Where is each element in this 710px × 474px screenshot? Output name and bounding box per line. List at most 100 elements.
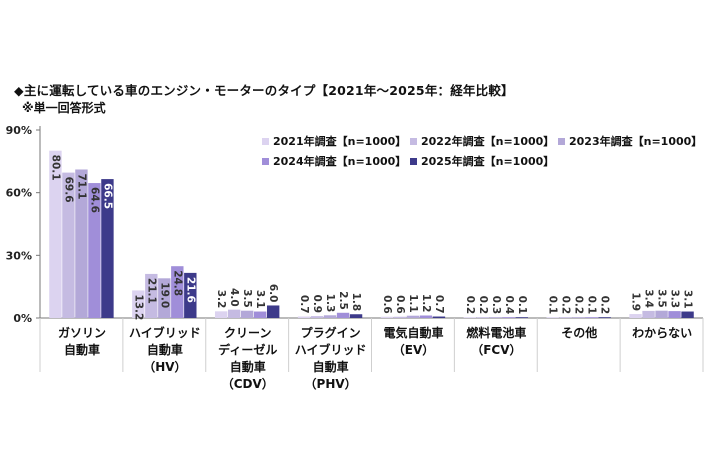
data-label: 2.5 <box>337 291 349 310</box>
bar <box>101 179 114 318</box>
data-label: 3.3 <box>669 289 681 308</box>
legend-item-2021: 2021年調査【n=1000】 <box>262 133 406 149</box>
bar <box>432 316 446 318</box>
category-label-line: ディーゼル <box>218 343 278 357</box>
data-label: 0.7 <box>298 295 310 314</box>
bar <box>598 317 611 318</box>
legend-label-2024: 2024年調査【n=1000】 <box>273 155 407 168</box>
data-label: 1.1 <box>407 294 419 313</box>
category-label-line: （EV） <box>392 343 435 357</box>
category-label-line: 電気自動車 <box>383 326 444 340</box>
category-label: 電気自動車 （EV） <box>372 325 456 359</box>
data-label: 4.0 <box>228 288 240 307</box>
bar <box>489 317 503 318</box>
category-label-line: ガソリン <box>57 326 106 340</box>
category-label-line: （HV） <box>143 360 187 374</box>
category-label-line: わからない <box>632 326 693 340</box>
bar <box>349 314 363 318</box>
category-label: クリーン ディーゼル 自動車 （CDV） <box>206 325 290 393</box>
data-label: 0.9 <box>311 295 323 314</box>
data-label: 3.5 <box>656 289 668 308</box>
y-tick-label: 0% <box>13 312 32 325</box>
data-label: 71.1 <box>75 173 87 199</box>
data-label: 3.1 <box>254 290 266 309</box>
data-label: 66.5 <box>101 183 113 209</box>
category-label-line: 自動車 <box>146 343 183 357</box>
category-label: ガソリン 自動車 <box>40 325 124 359</box>
data-label: 1.2 <box>420 294 432 313</box>
y-tick-label: 90% <box>6 124 32 137</box>
bar <box>323 315 337 318</box>
legend-swatch-2024 <box>262 157 269 165</box>
legend-item-2022: 2022年調査【n=1000】 <box>410 133 554 149</box>
category-label-line: その他 <box>561 326 598 340</box>
bar <box>310 316 324 318</box>
data-label: 0.2 <box>573 296 585 315</box>
bar <box>629 314 642 318</box>
data-label: 1.3 <box>324 294 336 313</box>
legend-item-2025: 2025年調査【n=1000】 <box>410 153 554 169</box>
category-label: ハイブリッド 自動車 （HV） <box>123 325 207 376</box>
bar <box>297 316 311 318</box>
legend-label-2025: 2025年調査【n=1000】 <box>421 155 555 168</box>
chart-subtitle: ※単一回答形式 <box>22 101 106 115</box>
bar <box>266 305 280 318</box>
data-label: 13.2 <box>132 294 144 320</box>
bar <box>419 315 433 318</box>
data-label: 24.8 <box>171 270 183 296</box>
bar <box>559 317 572 318</box>
bar <box>88 183 101 318</box>
legend-item-2023: 2023年調査【n=1000】 <box>558 133 702 149</box>
data-label: 3.4 <box>643 289 655 308</box>
data-label: 21.1 <box>145 278 157 304</box>
legend-item-2024: 2024年調査【n=1000】 <box>262 153 406 169</box>
bar <box>515 317 529 318</box>
bar <box>253 311 267 318</box>
chart-title: ◆主に運転している車のエンジン・モーターのタイプ【2021年～2025年：経年比… <box>14 83 514 98</box>
bar <box>227 309 241 318</box>
legend-label-2022: 2022年調査【n=1000】 <box>421 135 555 148</box>
y-tick-label: 60% <box>6 187 32 200</box>
data-label: 1.8 <box>350 293 362 312</box>
data-label: 0.1 <box>516 296 528 315</box>
category-label-line: 燃料電池車 <box>466 326 527 340</box>
category-label-line: クリーン <box>224 326 272 340</box>
legend-swatch-2021 <box>262 137 269 145</box>
bar <box>240 310 254 318</box>
data-label: 0.2 <box>464 296 476 315</box>
bar <box>406 315 420 318</box>
y-tick-label: 30% <box>6 249 32 262</box>
data-label: 80.1 <box>49 155 61 181</box>
legend-swatch-2022 <box>410 137 417 145</box>
bar <box>184 272 197 318</box>
category-label-line: 自動車 <box>229 360 266 374</box>
category-label: その他 <box>537 325 621 342</box>
data-label: 0.2 <box>560 296 572 315</box>
legend-swatch-2023 <box>558 137 565 145</box>
bar <box>62 172 75 318</box>
bar <box>214 311 228 318</box>
category-label-line: （FCV） <box>471 343 522 357</box>
data-label: 0.7 <box>433 295 445 314</box>
data-label: 0.2 <box>599 296 611 315</box>
category-label-line: プラグイン <box>300 326 361 340</box>
bar <box>546 317 559 318</box>
bar <box>476 317 490 318</box>
category-label-line: ハイブリッド <box>128 326 201 340</box>
data-label: 0.4 <box>503 296 515 315</box>
data-label: 0.3 <box>490 296 502 315</box>
legend-label-2023: 2023年調査【n=1000】 <box>569 135 703 148</box>
data-label: 1.9 <box>630 292 642 311</box>
data-label: 19.0 <box>158 282 170 308</box>
bar <box>655 310 668 318</box>
data-label: 0.2 <box>477 296 489 315</box>
data-label: 6.0 <box>267 284 279 303</box>
category-label-line: 自動車 <box>63 343 100 357</box>
legend-swatch-2025 <box>410 157 417 165</box>
bar <box>572 317 585 318</box>
data-label: 0.1 <box>547 296 559 315</box>
data-label: 3.1 <box>682 290 694 309</box>
bar <box>145 273 158 318</box>
bar <box>132 290 145 318</box>
